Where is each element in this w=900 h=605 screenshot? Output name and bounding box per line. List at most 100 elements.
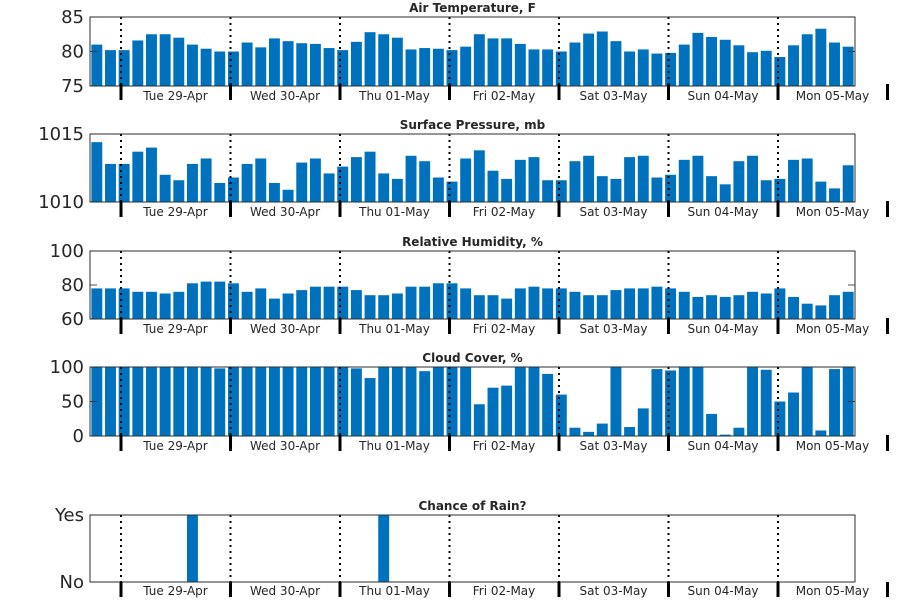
- bar: [296, 367, 308, 436]
- bar: [460, 367, 472, 436]
- bar: [378, 515, 390, 582]
- bar: [268, 38, 280, 86]
- x-tick-label: Sun 04-May: [687, 584, 758, 598]
- bar: [173, 367, 185, 436]
- bar: [282, 41, 294, 86]
- bar: [391, 178, 403, 202]
- bar: [583, 155, 595, 202]
- bar: [446, 367, 458, 436]
- x-tick-label: Thu 01-May: [358, 439, 430, 453]
- bar: [282, 293, 294, 319]
- bar: [378, 367, 390, 436]
- bar: [665, 174, 677, 202]
- y-tick-label: 100: [50, 241, 84, 262]
- bar: [214, 51, 226, 86]
- bar: [528, 367, 540, 436]
- bar: [146, 367, 157, 436]
- bar: [405, 367, 417, 436]
- bar: [842, 291, 854, 319]
- y-tick-label: 1010: [38, 192, 84, 213]
- bar: [309, 367, 321, 436]
- bar: [501, 38, 513, 86]
- plot-frame: [89, 514, 856, 583]
- bar: [337, 286, 349, 319]
- bar: [815, 181, 827, 202]
- x-tick-label: Fri 02-May: [473, 439, 536, 453]
- bar: [829, 188, 840, 202]
- bar: [733, 161, 745, 202]
- x-tick-label: Wed 30-Apr: [250, 584, 320, 598]
- bar: [214, 182, 226, 202]
- x-tick-label: Thu 01-May: [358, 584, 430, 598]
- y-tick-label: 100: [50, 357, 84, 378]
- bar: [419, 286, 431, 319]
- bar: [146, 34, 157, 86]
- chart-panel-3: 60 80 100 Tue 29-Apr Wed 30-Apr Thu 01-May Fri…: [50, 235, 889, 336]
- bar: [678, 44, 690, 86]
- bar: [296, 290, 308, 319]
- bar: [842, 46, 854, 86]
- bar: [760, 369, 772, 436]
- bar: [788, 392, 799, 436]
- x-tick-label: Fri 02-May: [473, 89, 536, 103]
- bar: [788, 45, 799, 86]
- bar: [801, 34, 813, 86]
- bar: [200, 158, 212, 202]
- bar: [829, 295, 840, 319]
- bar: [569, 427, 581, 436]
- bar: [610, 367, 622, 436]
- bar: [733, 295, 745, 319]
- bar: [159, 34, 171, 86]
- bar: [501, 178, 513, 202]
- x-tick-label: Tue 29-Apr: [142, 322, 207, 336]
- x-tick-label: Thu 01-May: [358, 322, 430, 336]
- bar: [542, 49, 554, 86]
- x-tick-label: Fri 02-May: [473, 205, 536, 219]
- bar: [91, 142, 103, 202]
- bar: [268, 298, 280, 319]
- bar: [651, 53, 663, 86]
- bar: [487, 170, 499, 202]
- bar: [282, 189, 294, 202]
- bar: [774, 288, 786, 319]
- bar: [241, 367, 253, 436]
- bar: [706, 413, 718, 436]
- y-tick-label: 0: [73, 426, 84, 447]
- bar: [282, 367, 294, 436]
- bar: [760, 180, 772, 202]
- bar: [719, 184, 731, 202]
- bar: [665, 370, 677, 436]
- bar: [610, 290, 622, 319]
- bar: [173, 37, 185, 86]
- bar: [624, 157, 636, 202]
- x-tick-label: Sun 04-May: [687, 322, 758, 336]
- bar: [159, 174, 171, 202]
- y-tick-label: 80: [61, 275, 84, 296]
- chart-title: Chance of Rain?: [418, 499, 526, 513]
- bar: [514, 43, 526, 86]
- bar: [391, 367, 403, 436]
- bar: [487, 295, 499, 319]
- x-tick-label: Sun 04-May: [687, 89, 758, 103]
- bar: [596, 176, 608, 202]
- bar: [624, 288, 636, 319]
- bar: [815, 430, 827, 436]
- bar: [350, 368, 362, 436]
- bar: [624, 427, 636, 436]
- bar: [268, 182, 280, 202]
- x-tick-label: Tue 29-Apr: [142, 584, 207, 598]
- bar: [473, 150, 485, 202]
- y-tick-label: 85: [61, 7, 84, 28]
- bar: [118, 367, 130, 436]
- bar: [350, 41, 362, 86]
- bar: [241, 291, 253, 319]
- bar: [665, 288, 677, 319]
- bar: [391, 37, 403, 86]
- bar: [555, 394, 567, 436]
- bar: [200, 281, 212, 319]
- bar: [719, 39, 731, 86]
- bar: [692, 32, 704, 86]
- bar: [774, 401, 786, 436]
- bar: [678, 367, 690, 436]
- bar: [473, 34, 485, 86]
